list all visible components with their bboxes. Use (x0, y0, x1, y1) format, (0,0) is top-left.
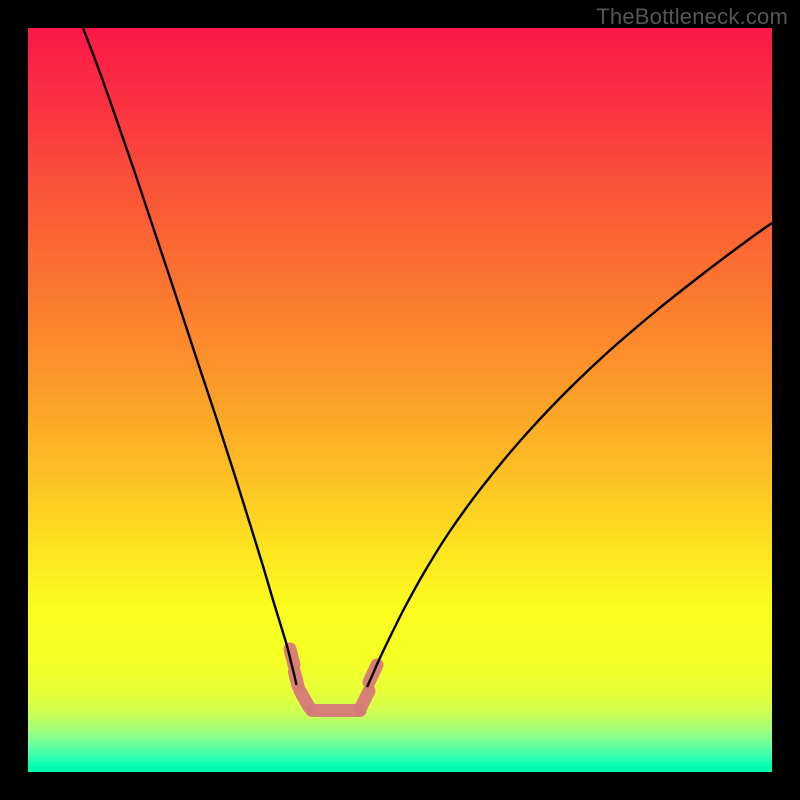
curve-right (367, 223, 772, 687)
curve-left (83, 28, 297, 685)
valley-markers (290, 649, 377, 711)
frame-left (0, 0, 28, 800)
frame-bottom (0, 772, 800, 800)
valley-marker-segment (360, 691, 369, 709)
plot-area (28, 28, 772, 772)
curves-layer (28, 28, 772, 772)
watermark: TheBottleneck.com (596, 4, 788, 30)
frame-right (772, 0, 800, 800)
valley-marker-segment (300, 691, 309, 707)
